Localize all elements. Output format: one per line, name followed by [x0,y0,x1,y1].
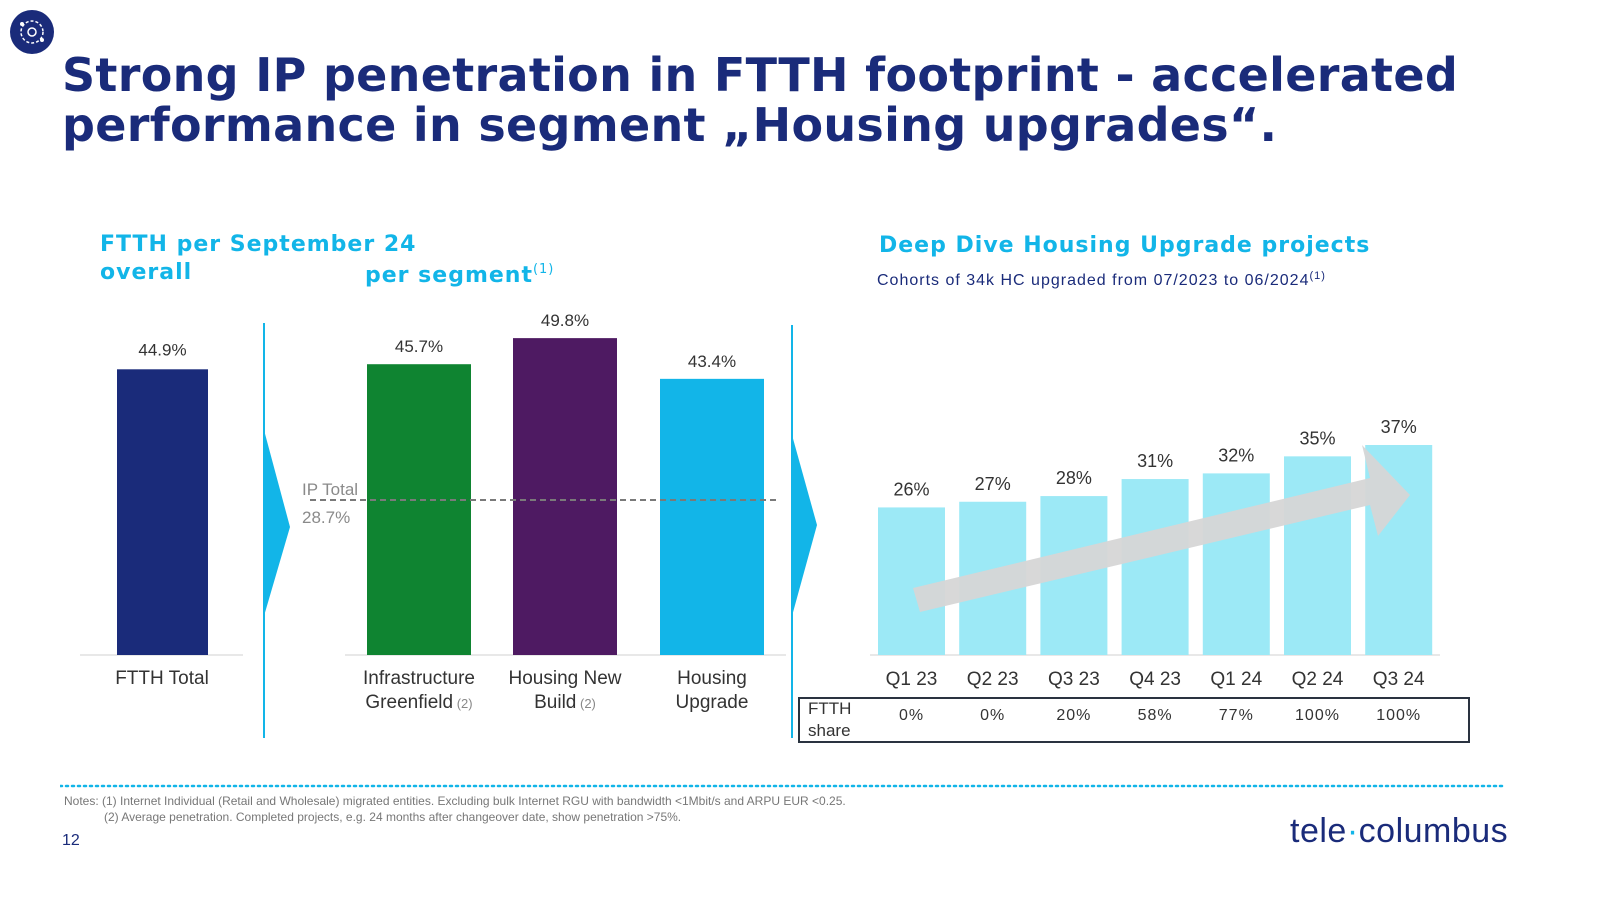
header-logo-badge [10,10,54,54]
ftth-share-header: FTTH share [808,698,851,742]
bar-segment-2 [513,338,617,655]
brand-logo-part2: columbus [1358,812,1509,850]
brand-logo: tele·columbus [1290,812,1508,851]
value-label-cohort-2: 27% [975,474,1011,494]
bar-segment-1 [367,364,471,655]
category-label-segment-1: Infrastructure Greenfield (2) [319,667,519,716]
deep-dive-footnote: (1) [1309,270,1326,282]
ftth-share-label-1: FTTH [808,699,852,718]
ip-total-label: IP Total [302,480,358,499]
ftth-share-label-2: share [808,721,851,740]
brand-logo-dot: · [1346,812,1359,850]
page-number: 12 [62,832,80,849]
ip-total-value: 28.7% [302,508,350,527]
category-label-ftth-total-line: FTTH Total [115,668,209,689]
category-label-cohort-1-line: Q1 23 [885,669,938,690]
category-label-segment-3-line: Upgrade [675,692,749,713]
section-chevron-2 [792,435,817,616]
value-label-cohort-5: 32% [1218,445,1254,465]
footnote-2: (2) Average penetration. Completed proje… [104,810,682,824]
value-label-ftth-total: 44.9% [138,340,186,359]
category-label-segment-1-line: Greenfield (2) [365,692,473,713]
overall-heading: overall [100,260,193,285]
category-label-cohort-7: Q3 24 [1299,668,1499,692]
brand-logo-part1: tele [1290,812,1347,850]
category-label-cohort-6: Q2 24 [1218,668,1418,692]
category-label-segment-2-line: Housing New [508,668,622,689]
value-label-segment-1: 45.7% [395,337,443,356]
network-gear-icon [20,20,44,44]
bar-cohort-5 [1202,473,1270,655]
value-label-cohort-4: 31% [1137,451,1173,471]
category-label-cohort-2: Q2 23 [893,668,1093,692]
bar-segment-3 [660,378,764,655]
per-segment-footnote: (1) [532,262,555,277]
category-label-segment-1-note: (2) [453,696,473,711]
category-label-cohort-2-line: Q2 23 [966,669,1019,690]
category-label-cohort-7-line: Q3 24 [1372,669,1425,690]
bar-cohort-1 [878,507,945,655]
footnote-1: Notes: (1) Internet Individual (Retail a… [64,794,846,808]
deep-dive-subtitle-text: Cohorts of 34k HC upgraded from 07/2023 … [877,272,1310,289]
page-title: Strong IP penetration in FTTH footprint … [62,48,1459,152]
value-label-cohort-7: 37% [1381,417,1417,437]
category-label-cohort-5-line: Q1 24 [1210,669,1263,690]
per-segment-heading: per segment(1) [365,262,554,288]
per-segment-label: per segment [365,263,533,288]
ftth-share-cell-3: 20% [1056,707,1092,724]
ftth-share-cell-7: 100% [1376,707,1422,724]
category-label-cohort-4-line: Q4 23 [1129,669,1181,690]
footer-dotted-divider [60,784,1505,788]
ftth-september-heading: FTTH per September 24 [100,232,417,257]
category-label-cohort-3-line: Q3 23 [1048,669,1100,690]
value-label-segment-2: 49.8% [541,311,589,330]
ftth-share-cell-6: 100% [1295,707,1340,724]
ftth-share-table [798,697,1470,743]
category-label-segment-2-line: Build (2) [534,692,596,713]
category-label-cohort-3: Q3 23 [974,668,1174,692]
category-label-cohort-6-line: Q2 24 [1291,669,1344,690]
category-label-segment-2-note: (2) [576,696,596,711]
category-label-segment-3: Housing Upgrade [612,667,812,715]
value-label-segment-3: 43.4% [688,352,736,371]
ftth-share-cell-4: 58% [1137,707,1173,724]
ftth-share-cell-1: 0% [898,707,925,724]
value-label-cohort-6: 35% [1299,428,1335,448]
bar-cohort-4 [1121,479,1189,655]
trend-arrow [913,445,1410,612]
category-label-cohort-1: Q1 23 [812,668,1012,692]
category-label-cohort-4: Q4 23 [1055,668,1255,692]
category-label-ftth-total: FTTH Total [62,667,262,691]
category-label-cohort-5: Q1 24 [1136,668,1336,692]
deep-dive-heading: Deep Dive Housing Upgrade projects [879,233,1371,258]
value-label-cohort-1: 26% [893,479,929,499]
category-label-segment-2: Housing New Build (2) [465,667,665,716]
category-label-segment-1-line: Infrastructure [363,668,475,689]
ftth-share-cell-5: 77% [1218,707,1254,724]
bar-ftth-total [117,369,208,655]
ftth-share-cell-2: 0% [980,707,1006,724]
deep-dive-subtitle: Cohorts of 34k HC upgraded from 07/2023 … [877,270,1326,290]
value-label-cohort-3: 28% [1056,468,1092,488]
category-label-segment-3-line: Housing [677,668,747,689]
footnotes: Notes: (1) Internet Individual (Retail a… [64,793,846,825]
section-chevron-1 [264,430,290,616]
